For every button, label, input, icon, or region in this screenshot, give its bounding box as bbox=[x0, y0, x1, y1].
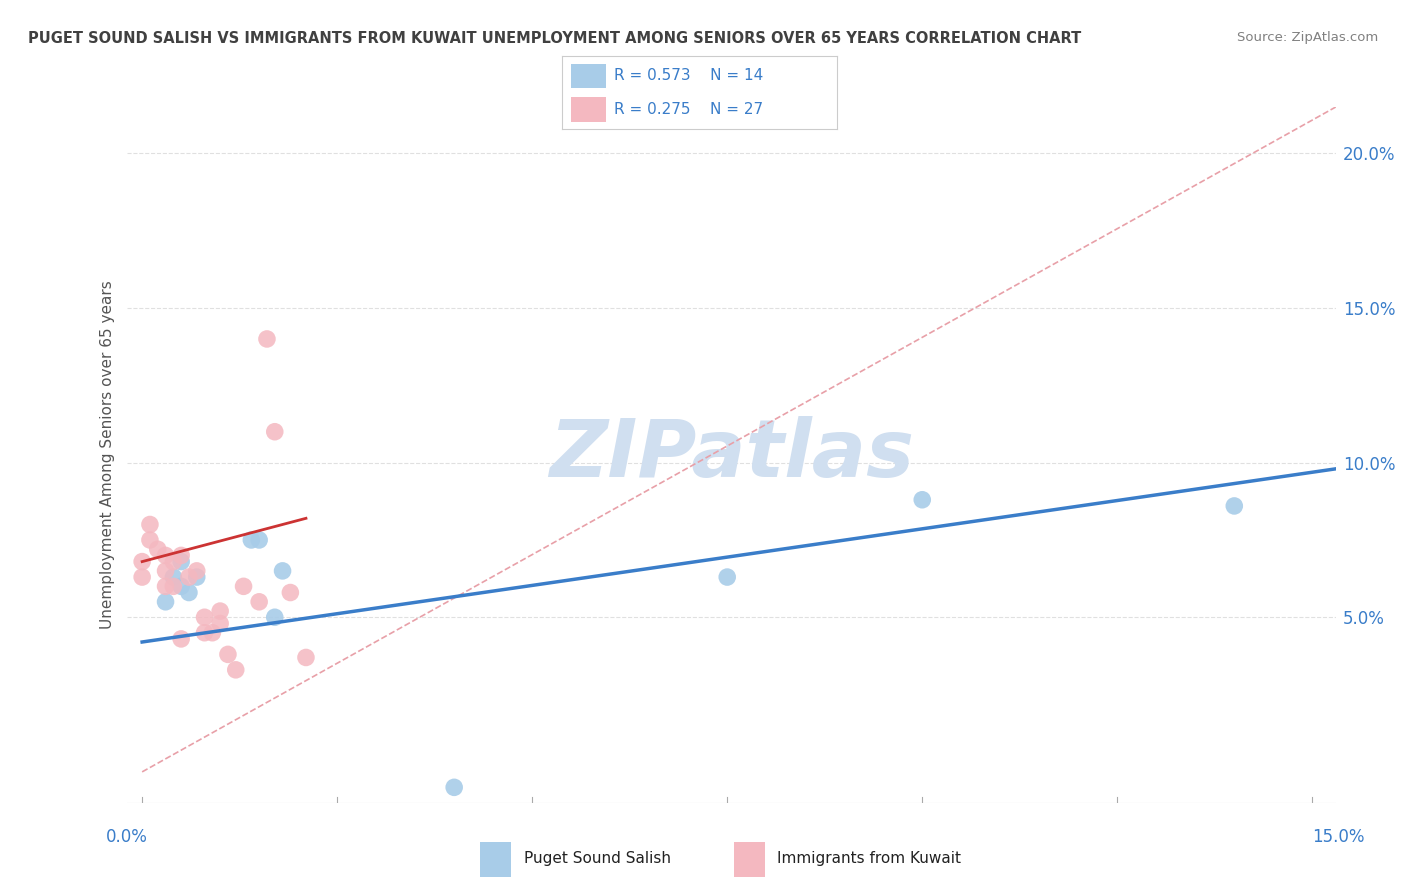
Point bbox=[162, 579, 184, 593]
Point bbox=[162, 555, 184, 569]
Point bbox=[131, 570, 153, 584]
Point bbox=[193, 610, 215, 624]
Text: R = 0.573    N = 14: R = 0.573 N = 14 bbox=[614, 69, 763, 84]
Point bbox=[209, 616, 232, 631]
Point bbox=[170, 632, 193, 646]
Text: Puget Sound Salish: Puget Sound Salish bbox=[523, 851, 671, 866]
Text: 15.0%: 15.0% bbox=[1312, 828, 1365, 846]
Point bbox=[225, 663, 247, 677]
Point bbox=[247, 533, 270, 547]
Point bbox=[155, 564, 177, 578]
Point bbox=[186, 564, 208, 578]
Point bbox=[170, 549, 193, 563]
Point bbox=[193, 625, 215, 640]
FancyBboxPatch shape bbox=[571, 97, 606, 122]
Text: R = 0.275    N = 27: R = 0.275 N = 27 bbox=[614, 102, 763, 117]
Point bbox=[162, 570, 184, 584]
Y-axis label: Unemployment Among Seniors over 65 years: Unemployment Among Seniors over 65 years bbox=[100, 281, 115, 629]
Point bbox=[155, 549, 177, 563]
Point bbox=[295, 650, 318, 665]
Point bbox=[232, 579, 254, 593]
Text: PUGET SOUND SALISH VS IMMIGRANTS FROM KUWAIT UNEMPLOYMENT AMONG SENIORS OVER 65 : PUGET SOUND SALISH VS IMMIGRANTS FROM KU… bbox=[28, 31, 1081, 46]
Point bbox=[131, 555, 153, 569]
Point bbox=[170, 555, 193, 569]
Text: Immigrants from Kuwait: Immigrants from Kuwait bbox=[778, 851, 962, 866]
Text: 0.0%: 0.0% bbox=[105, 828, 148, 846]
Point bbox=[247, 595, 270, 609]
Point bbox=[170, 579, 193, 593]
Point bbox=[217, 648, 239, 662]
Point bbox=[209, 604, 232, 618]
Point bbox=[186, 570, 208, 584]
Point bbox=[263, 610, 285, 624]
Point bbox=[177, 570, 200, 584]
Point bbox=[911, 492, 934, 507]
Point bbox=[177, 585, 200, 599]
Point bbox=[146, 542, 169, 557]
Text: Source: ZipAtlas.com: Source: ZipAtlas.com bbox=[1237, 31, 1378, 45]
Point bbox=[1223, 499, 1246, 513]
Point bbox=[155, 579, 177, 593]
Point bbox=[280, 585, 302, 599]
Point bbox=[256, 332, 278, 346]
Point bbox=[139, 517, 162, 532]
Point bbox=[201, 625, 224, 640]
Point bbox=[443, 780, 465, 795]
Bar bbox=[481, 842, 512, 877]
FancyBboxPatch shape bbox=[571, 63, 606, 88]
Point bbox=[240, 533, 263, 547]
Point bbox=[263, 425, 285, 439]
Bar bbox=[734, 842, 765, 877]
Point bbox=[716, 570, 738, 584]
Point bbox=[139, 533, 162, 547]
Point bbox=[155, 595, 177, 609]
Point bbox=[271, 564, 294, 578]
Text: ZIPatlas: ZIPatlas bbox=[548, 416, 914, 494]
